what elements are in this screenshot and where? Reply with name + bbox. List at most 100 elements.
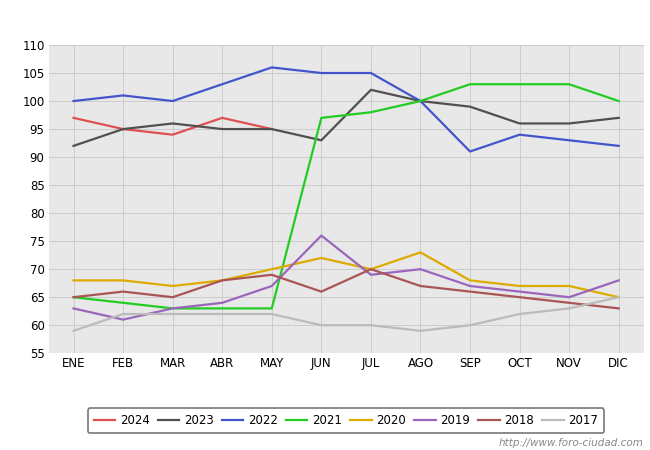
2021 (417, 99, 424, 104)
2017 (268, 311, 276, 317)
2020 (515, 284, 523, 289)
2022 (70, 99, 77, 104)
2017 (466, 323, 474, 328)
2017 (367, 323, 375, 328)
2023 (566, 121, 573, 126)
2018 (169, 294, 177, 300)
2023 (218, 126, 226, 132)
2019 (566, 294, 573, 300)
2018 (566, 300, 573, 306)
2018 (515, 294, 523, 300)
2021 (70, 294, 77, 300)
2023 (466, 104, 474, 109)
2020 (367, 266, 375, 272)
2021 (367, 109, 375, 115)
2022 (218, 81, 226, 87)
2018 (367, 266, 375, 272)
Line: 2019: 2019 (73, 235, 619, 320)
2019 (317, 233, 325, 238)
2018 (417, 284, 424, 289)
2024 (268, 126, 276, 132)
2022 (119, 93, 127, 98)
2023 (367, 87, 375, 93)
2019 (268, 284, 276, 289)
2022 (615, 143, 623, 148)
2019 (119, 317, 127, 322)
2020 (466, 278, 474, 283)
2021 (615, 99, 623, 104)
2019 (466, 284, 474, 289)
2023 (317, 138, 325, 143)
2017 (169, 311, 177, 317)
2017 (119, 311, 127, 317)
2019 (218, 300, 226, 306)
2019 (515, 289, 523, 294)
2022 (417, 99, 424, 104)
2021 (566, 81, 573, 87)
2021 (515, 81, 523, 87)
Line: 2023: 2023 (73, 90, 619, 146)
2020 (317, 255, 325, 261)
2023 (515, 121, 523, 126)
2021 (268, 306, 276, 311)
2019 (417, 266, 424, 272)
2022 (515, 132, 523, 137)
2024 (169, 132, 177, 137)
2019 (615, 278, 623, 283)
2023 (119, 126, 127, 132)
Line: 2017: 2017 (73, 297, 619, 331)
2020 (566, 284, 573, 289)
2017 (218, 311, 226, 317)
2018 (268, 272, 276, 278)
2021 (169, 306, 177, 311)
Line: 2018: 2018 (73, 269, 619, 308)
2018 (615, 306, 623, 311)
2023 (615, 115, 623, 121)
2018 (218, 278, 226, 283)
2021 (317, 115, 325, 121)
2020 (218, 278, 226, 283)
2018 (70, 294, 77, 300)
2020 (615, 294, 623, 300)
2020 (70, 278, 77, 283)
2017 (515, 311, 523, 317)
Line: 2024: 2024 (73, 118, 272, 135)
2022 (466, 149, 474, 154)
2019 (169, 306, 177, 311)
Line: 2022: 2022 (73, 68, 619, 152)
Line: 2021: 2021 (73, 84, 619, 308)
2019 (367, 272, 375, 278)
2023 (417, 99, 424, 104)
2023 (169, 121, 177, 126)
2023 (268, 126, 276, 132)
Text: http://www.foro-ciudad.com: http://www.foro-ciudad.com (499, 438, 644, 448)
2018 (119, 289, 127, 294)
2017 (615, 294, 623, 300)
Legend: 2024, 2023, 2022, 2021, 2020, 2019, 2018, 2017: 2024, 2023, 2022, 2021, 2020, 2019, 2018… (88, 409, 604, 433)
2018 (466, 289, 474, 294)
2020 (417, 250, 424, 255)
2021 (119, 300, 127, 306)
2017 (70, 328, 77, 333)
2022 (566, 138, 573, 143)
2024 (70, 115, 77, 121)
2020 (268, 266, 276, 272)
2022 (169, 99, 177, 104)
2019 (70, 306, 77, 311)
2017 (317, 323, 325, 328)
Text: Afiliados en Lladurs a 31/5/2024: Afiliados en Lladurs a 31/5/2024 (179, 12, 471, 30)
2017 (566, 306, 573, 311)
2022 (268, 65, 276, 70)
2021 (218, 306, 226, 311)
2020 (119, 278, 127, 283)
2024 (119, 126, 127, 132)
2024 (218, 115, 226, 121)
2017 (417, 328, 424, 333)
2023 (70, 143, 77, 148)
Line: 2020: 2020 (73, 252, 619, 297)
2018 (317, 289, 325, 294)
2022 (367, 70, 375, 76)
2020 (169, 284, 177, 289)
2021 (466, 81, 474, 87)
2022 (317, 70, 325, 76)
